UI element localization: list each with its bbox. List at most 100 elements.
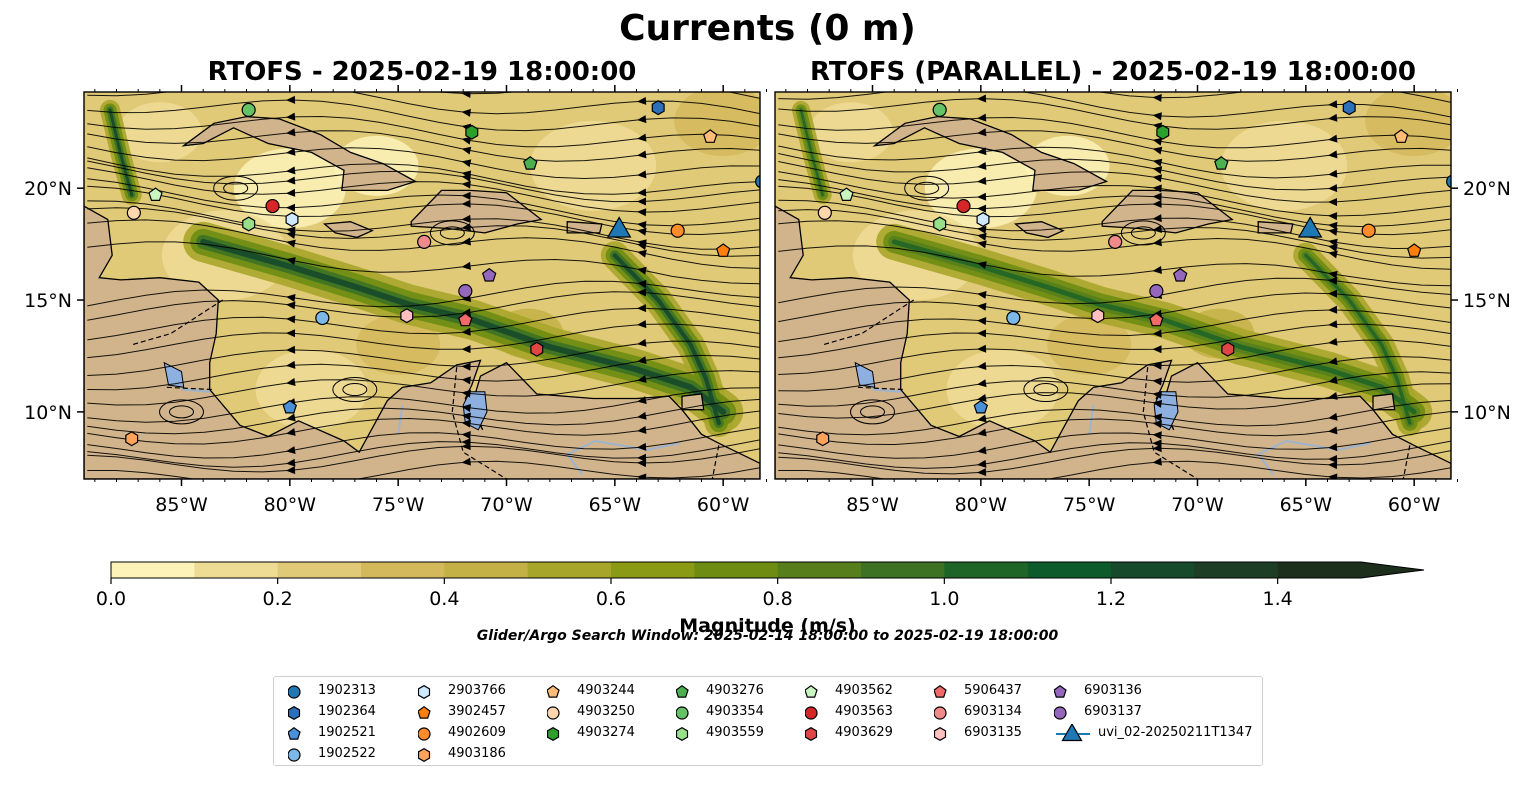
colorbar-segment [1027, 562, 1112, 578]
legend-marker [418, 705, 431, 719]
platform-4903354 [241, 102, 256, 117]
lat-tick-label: 10°N [24, 402, 72, 424]
platform-4903250 [126, 205, 141, 220]
legend-label: uvi_02-20250211T1347 [1098, 725, 1253, 740]
colorbar-segment [1277, 562, 1362, 578]
colorbar-segment [111, 562, 195, 578]
legend-marker [547, 684, 560, 698]
legend-marker [1054, 706, 1067, 720]
platform-6903134 [1108, 234, 1123, 249]
colorbar-segment [777, 562, 862, 578]
colorbar-segment [694, 562, 779, 578]
legend-marker [676, 727, 689, 741]
lon-tick-label: 60°W [1388, 494, 1441, 516]
legend-label: 3902457 [448, 704, 506, 719]
legend-label: 4903244 [577, 683, 635, 698]
platform-4903186 [816, 431, 830, 447]
lon-tick-label: 75°W [372, 494, 425, 516]
legend-marker [934, 727, 947, 741]
map-panel-2: 85°W 80°W 75°W 70°W 65°W 60°W 20°N 15°N 10°N [774, 85, 1511, 516]
legend-marker [418, 748, 431, 762]
legend-marker-pentagon [676, 684, 689, 698]
legend-marker-pentagon [288, 726, 301, 740]
platform-4903629 [1221, 341, 1235, 357]
lat-tick-label: 20°N [1463, 178, 1511, 200]
platform-4903354 [932, 102, 947, 117]
land-trinidad [1372, 393, 1396, 411]
legend-marker-triangle [1061, 724, 1083, 742]
legend-marker [676, 684, 689, 698]
colorbar-segment [1194, 562, 1279, 578]
colorbar-segment [277, 562, 362, 578]
legend-label: 4903186 [448, 746, 506, 761]
lon-tick-label: 60°W [697, 494, 750, 516]
lon-tick-label: 80°W [955, 494, 1008, 516]
colorbar-segment [1111, 562, 1195, 578]
colorbar-extend-arrow [1361, 562, 1424, 578]
platform-6903136 [1172, 267, 1188, 282]
legend-marker-pentagon [418, 705, 431, 719]
land-cuba [181, 115, 418, 192]
platform-6903135 [400, 308, 414, 324]
platform-1902522 [315, 310, 330, 326]
legend-marker [676, 706, 689, 720]
platform-4903250 [817, 205, 832, 220]
legend-label: 4903563 [835, 704, 893, 719]
colorbar-tick-label: 1.4 [1262, 588, 1293, 610]
lon-tick-label: 65°W [1280, 494, 1333, 516]
legend-marker [288, 706, 301, 720]
colorbar-segment [194, 562, 279, 578]
legend-marker-circle [1054, 706, 1067, 720]
colorbar-tick-label: 0.4 [429, 588, 460, 610]
platform-1902364 [1342, 100, 1356, 116]
platform-6903136 [481, 267, 497, 282]
platform-4903562 [839, 187, 854, 201]
platform-2903766 [285, 212, 299, 227]
lat-tick-label: 10°N [1463, 402, 1511, 424]
legend-label: 4903562 [835, 683, 893, 698]
platform-uvi_02-20250211T1347 [606, 216, 632, 238]
panel-title-rtofs: RTOFS - 2025-02-19 18:00:00 [207, 57, 637, 87]
legend-marker-hexagon [805, 727, 818, 741]
colorbar-tick-label: 0.2 [262, 588, 293, 610]
platform-1902521 [973, 399, 989, 414]
panel-title-rtofs-parallel: RTOFS (PARALLEL) - 2025-02-19 18:00:00 [810, 57, 1416, 87]
platform-4902609 [1361, 223, 1376, 238]
legend-label: 6903135 [964, 725, 1022, 740]
legend-marker [1056, 724, 1090, 742]
lake-nicaragua [163, 361, 185, 388]
platform-4903559 [242, 216, 256, 232]
search-window-text: Glider/Argo Search Window: 2025-02-14 18… [476, 628, 1059, 644]
legend-label: 1902364 [318, 704, 376, 719]
land-centralAmerica [775, 205, 1451, 479]
land-jamaica [1013, 221, 1065, 239]
platform-1902521 [282, 399, 298, 414]
legend-marker [288, 748, 301, 762]
legend-label: 1902313 [318, 683, 376, 698]
legend-marker [934, 684, 947, 698]
platform-1902313 [755, 174, 760, 189]
legend-label: 6903137 [1084, 704, 1142, 719]
colorbar-segment [444, 562, 529, 578]
legend-label: 4903354 [706, 704, 764, 719]
lon-tick-label: 85°W [155, 494, 208, 516]
lon-tick-label: 75°W [1063, 494, 1116, 516]
platform-4902609 [670, 223, 685, 238]
map-frame [774, 91, 1452, 480]
colorbar-tick-label: 0.6 [595, 588, 627, 610]
colorbar-label: Magnitude (m/s) [679, 615, 856, 637]
figure-title: Currents (0 m) [619, 8, 916, 49]
legend-marker-circle [288, 685, 301, 699]
legend-label: 6903134 [964, 704, 1022, 719]
legend-marker-hexagon [418, 685, 431, 699]
map-frame [83, 91, 761, 480]
colorbar-segment [611, 562, 695, 578]
legend-marker-circle [547, 706, 560, 720]
platform-4903563 [956, 198, 971, 214]
platform-1902522 [1006, 310, 1021, 326]
colorbar-tick-label: 0.0 [95, 588, 127, 610]
platform-4903274 [465, 124, 479, 140]
legend-marker [288, 685, 301, 699]
land-puertoRico [566, 221, 603, 234]
platform-2903766 [976, 212, 990, 227]
